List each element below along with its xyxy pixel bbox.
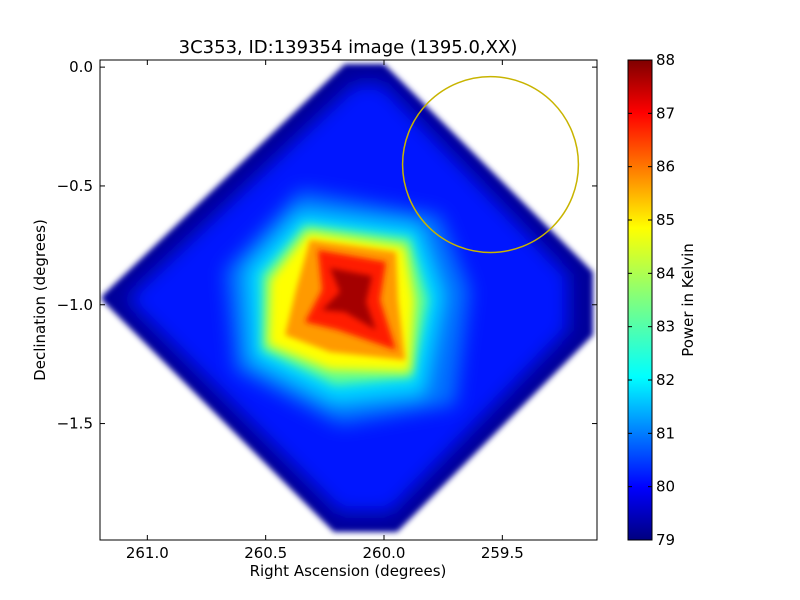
y-tick: 0.0 bbox=[69, 58, 597, 76]
plot-frame bbox=[99, 59, 598, 541]
colorbar-tick-label: 86 bbox=[656, 158, 675, 176]
chart-title: 3C353, ID:139354 image (1395.0,XX) bbox=[179, 37, 518, 58]
x-tick-label: 259.5 bbox=[481, 544, 524, 562]
map-peak-darkred bbox=[322, 268, 376, 330]
colorbar-tick-label: 82 bbox=[656, 371, 675, 389]
annotation-circle bbox=[401, 75, 580, 254]
colorbar-label: Power in Kelvin bbox=[679, 243, 697, 357]
x-tick: 259.5 bbox=[481, 60, 524, 562]
x-tick: 261.0 bbox=[126, 60, 169, 562]
y-axis-label: Declination (degrees) bbox=[31, 219, 49, 381]
x-axis: 261.0 260.5 260.0 259.5 bbox=[126, 60, 524, 562]
x-tick-label: 260.0 bbox=[363, 544, 406, 562]
x-tick: 260.0 bbox=[363, 60, 406, 562]
y-tick-label: 0.0 bbox=[69, 58, 93, 76]
colorbar-tick-label: 85 bbox=[656, 211, 675, 229]
y-tick: −1.0 bbox=[57, 296, 597, 314]
colorbar-tick-label: 80 bbox=[656, 478, 675, 496]
y-tick-label: −0.5 bbox=[57, 177, 93, 195]
x-tick: 260.5 bbox=[244, 60, 287, 562]
colorbar: 79 80 81 82 83 84 85 86 87 88 Power in Kelvin bbox=[627, 51, 697, 549]
colorbar-tick-label: 84 bbox=[656, 264, 675, 282]
y-tick: −1.5 bbox=[57, 415, 597, 433]
colorbar-ticks: 79 80 81 82 83 84 85 86 87 88 bbox=[628, 51, 675, 549]
y-tick-label: −1.0 bbox=[57, 296, 93, 314]
colorbar-tick-label: 83 bbox=[656, 318, 675, 336]
colorbar-tick-label: 88 bbox=[656, 51, 675, 69]
colorbar-tick-label: 87 bbox=[656, 104, 675, 122]
colorbar-tick-label: 79 bbox=[656, 531, 675, 549]
y-tick: −0.5 bbox=[57, 177, 597, 195]
colorbar-gradient bbox=[627, 59, 653, 541]
y-axis: 0.0 −0.5 −1.0 −1.5 bbox=[57, 58, 597, 433]
x-tick-label: 261.0 bbox=[126, 544, 169, 562]
colorbar-tick-label: 81 bbox=[656, 424, 675, 442]
x-axis-label: Right Ascension (degrees) bbox=[250, 562, 447, 580]
heatmap-image bbox=[102, 64, 593, 532]
y-tick-label: −1.5 bbox=[57, 415, 93, 433]
x-tick-label: 260.5 bbox=[244, 544, 287, 562]
